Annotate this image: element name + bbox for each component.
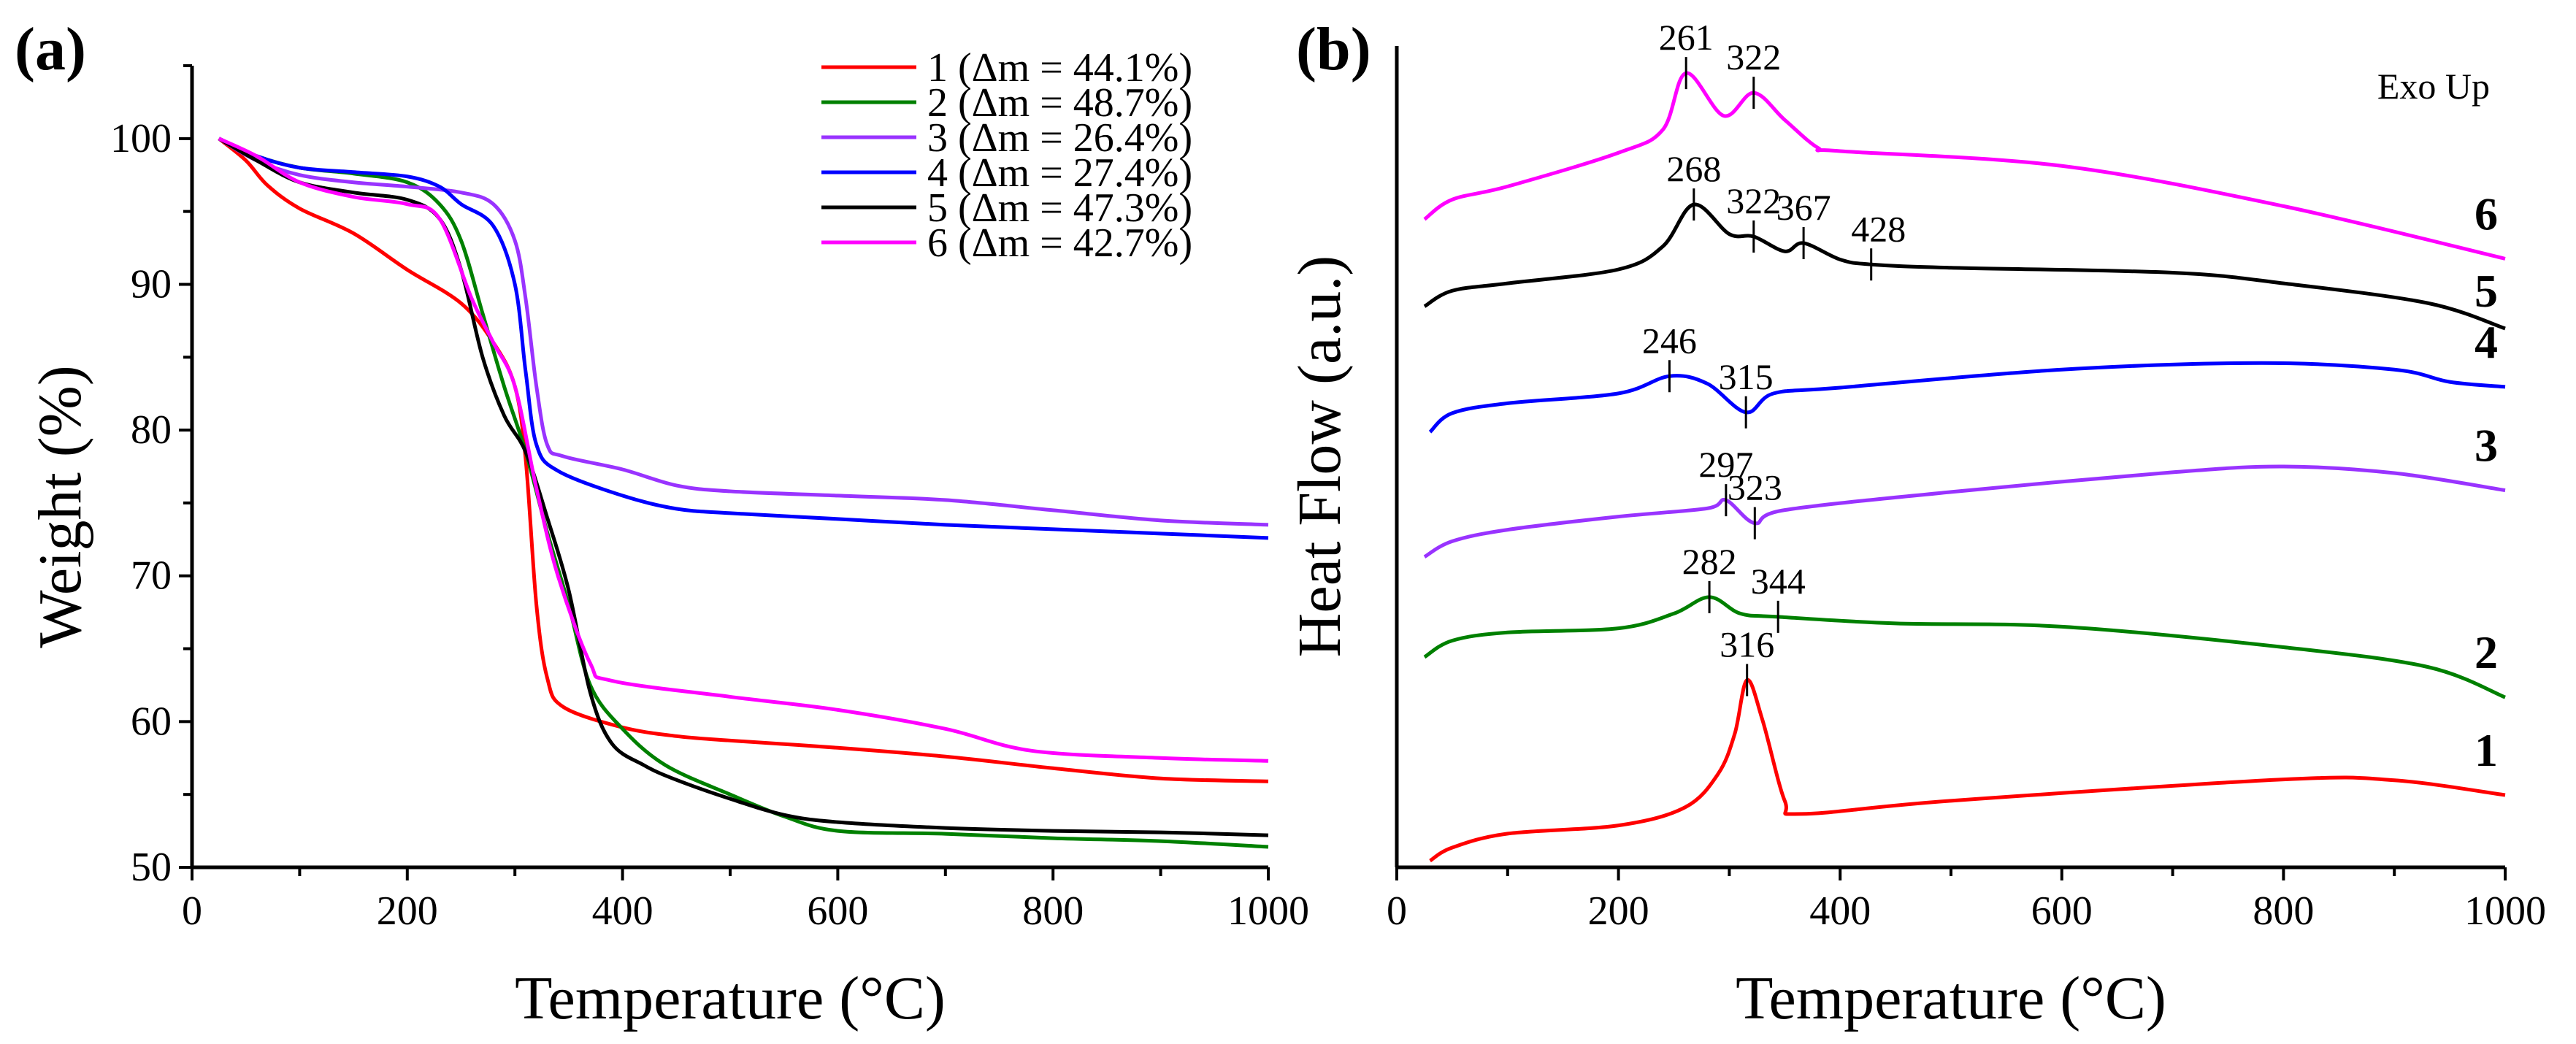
panel-b-x-tick-label: 800 xyxy=(2253,888,2314,934)
panel-b-series-1-line xyxy=(1429,678,2506,863)
panel-a-y-axis-title: Weight (%) xyxy=(26,365,94,648)
legend-label-4: 4 (Δm = 27.4%) xyxy=(927,150,1192,196)
peak-label-322: 322 xyxy=(1726,37,1781,77)
panel-a-y-tick-label: 60 xyxy=(131,699,172,744)
peak-label-282: 282 xyxy=(1682,541,1737,582)
legend-label-3: 3 (Δm = 26.4%) xyxy=(927,115,1192,161)
panel-a-x-tick-label: 600 xyxy=(807,888,868,934)
panel-a-x-tick-label: 0 xyxy=(182,888,202,934)
panel-b-x-tick-label: 200 xyxy=(1588,888,1649,934)
peak-label-261: 261 xyxy=(1659,17,1714,58)
panel-b-series-3-line xyxy=(1423,464,2506,559)
peak-label-246: 246 xyxy=(1642,320,1697,361)
curve-label-3: 3 xyxy=(2475,420,2498,472)
peak-label-322: 322 xyxy=(1726,180,1781,221)
panel-a-x-tick-label: 400 xyxy=(592,888,653,934)
legend-label-1: 1 (Δm = 44.1%) xyxy=(927,45,1192,91)
legend-label-6: 6 (Δm = 42.7%) xyxy=(927,220,1192,266)
panel-a-x-axis-title: Temperature (°C) xyxy=(515,964,946,1032)
curve-label-6: 6 xyxy=(2475,188,2498,239)
panel-a-series-4-line xyxy=(218,137,1269,540)
peak-label-428: 428 xyxy=(1851,208,1906,249)
peak-label-297: 297 xyxy=(1698,444,1753,485)
curve-label-1: 1 xyxy=(2475,724,2498,776)
panel-b-series-6-line xyxy=(1423,71,2506,261)
panel-b-series-5-line xyxy=(1423,202,2506,331)
peak-label-344: 344 xyxy=(1751,561,1806,602)
panel-a-y-tick-label: 50 xyxy=(131,845,172,890)
panel-a-x-tick-label: 200 xyxy=(377,888,438,934)
panel-a-y-tick-label: 80 xyxy=(131,407,172,453)
panel-a-tga-chart: (a) Temperature (°C) Weight (%) 0 200 400 6… xyxy=(15,15,1309,1032)
panel-a-series-6-line xyxy=(218,137,1269,763)
peak-label-268: 268 xyxy=(1666,148,1721,189)
panel-a-y-tick-label: 90 xyxy=(131,261,172,307)
panel-b-label: (b) xyxy=(1296,15,1371,83)
panel-a-x-tick-label: 1000 xyxy=(1227,888,1309,934)
panel-b-series-4-line xyxy=(1428,361,2506,434)
panel-b-x-tick-label: 600 xyxy=(2031,888,2093,934)
panel-b-x-tick-label: 0 xyxy=(1387,888,1407,934)
peak-label-367: 367 xyxy=(1776,187,1831,228)
exo-up-annotation: Exo Up xyxy=(2377,66,2490,107)
panel-b-x-axis-title: Temperature (°C) xyxy=(1736,964,2166,1032)
curve-label-5: 5 xyxy=(2475,265,2498,317)
panel-a-y-tick-label: 70 xyxy=(131,553,172,599)
panel-a-label: (a) xyxy=(15,15,86,83)
panel-a-series-1-line xyxy=(218,137,1269,783)
peak-label-315: 315 xyxy=(1719,356,1774,397)
panel-b-y-axis-title: Heat Flow (a.u.) xyxy=(1286,256,1354,658)
panel-b-x-tick-label: 400 xyxy=(1809,888,1871,934)
peak-label-323: 323 xyxy=(1728,467,1782,508)
panel-a-x-tick-label: 800 xyxy=(1022,888,1084,934)
peak-label-316: 316 xyxy=(1720,624,1774,665)
legend-label-5: 5 (Δm = 47.3%) xyxy=(927,185,1192,231)
curve-label-2: 2 xyxy=(2475,626,2498,678)
panel-b-dsc-chart: (b) Temperature (°C) Heat Flow (a.u.) Ex… xyxy=(1286,15,2546,1032)
panel-b-x-tick-label: 1000 xyxy=(2464,888,2546,934)
legend-label-2: 2 (Δm = 48.7%) xyxy=(927,80,1192,126)
panel-a-y-tick-label: 100 xyxy=(110,116,172,161)
panel-b-series-2-line xyxy=(1423,595,2506,699)
panel-a-series-3-line xyxy=(218,137,1269,527)
